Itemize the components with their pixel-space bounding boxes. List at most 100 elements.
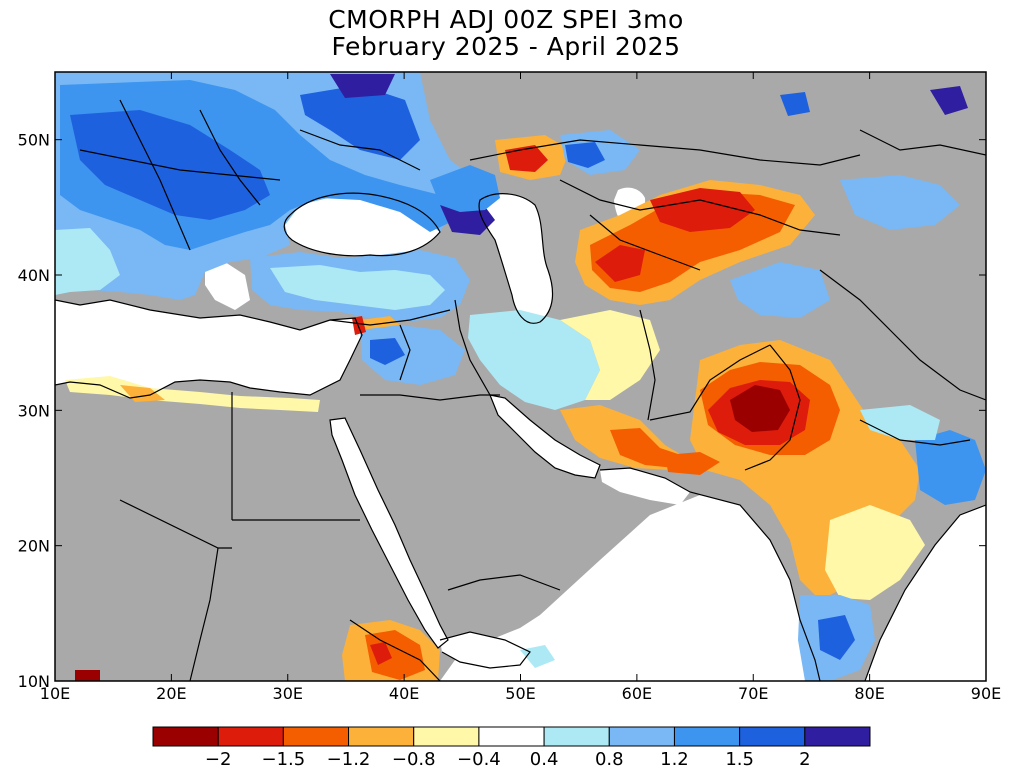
coastline-black-sea bbox=[283, 192, 441, 257]
wet-core-europe-2 bbox=[70, 110, 270, 220]
wet-light-turkey bbox=[270, 265, 445, 310]
colorbar-bin bbox=[217, 726, 284, 747]
colorbar-label: −2 bbox=[205, 749, 232, 770]
wet-light-iran bbox=[468, 310, 600, 410]
dry-extreme-pakistan bbox=[730, 385, 790, 432]
colorbar-label: −0.8 bbox=[392, 749, 436, 770]
colorbar-bin bbox=[608, 726, 675, 747]
colorbar-bin bbox=[804, 726, 871, 747]
y-tick-label: 30N bbox=[18, 401, 50, 420]
dry-extreme-chad bbox=[75, 670, 100, 681]
map-title: CMORPH ADJ 00Z SPEI 3mo bbox=[328, 5, 684, 34]
y-tick-label: 50N bbox=[18, 131, 50, 150]
coastline-persian-gulf bbox=[489, 394, 601, 479]
border-europe-2 bbox=[199, 109, 261, 206]
border-syria-iraq bbox=[399, 324, 411, 381]
y-tick-label: 40N bbox=[18, 266, 50, 285]
colorbar-label: −1.2 bbox=[327, 749, 371, 770]
map-area bbox=[55, 72, 986, 681]
dry-light-iran bbox=[560, 310, 660, 400]
wet-region-bangladesh bbox=[915, 430, 986, 505]
coastline-gulf-of-aden bbox=[439, 631, 531, 669]
y-axis: 10N 20N 30N 40N 50N bbox=[18, 131, 986, 691]
dry-moderate-ethiopia bbox=[365, 630, 425, 680]
colorbar-label: −1.5 bbox=[262, 749, 306, 770]
border-india-pakistan bbox=[744, 344, 801, 471]
x-tick-label: 10E bbox=[40, 684, 70, 703]
colorbar-bin bbox=[282, 726, 350, 747]
colorbar-bin bbox=[673, 726, 741, 747]
colorbar-bin bbox=[478, 726, 545, 747]
persian-gulf bbox=[490, 395, 600, 478]
wet-light-nepal bbox=[860, 405, 940, 440]
gulf-of-aden bbox=[440, 632, 530, 668]
colorbar-label: 0.4 bbox=[530, 749, 559, 770]
caspian-sea bbox=[479, 193, 553, 324]
border-turkmenistan-uzbek bbox=[589, 214, 701, 271]
border-saudi-yemen bbox=[447, 574, 561, 591]
wet-core-russia bbox=[300, 85, 420, 160]
dry-light-libya bbox=[65, 376, 320, 412]
border-sudan-chad bbox=[189, 547, 219, 681]
wet-core-mongolia bbox=[930, 86, 968, 115]
border-afghanistan-pakistan bbox=[649, 344, 771, 421]
wet-core-kazakh bbox=[565, 142, 605, 168]
x-tick-label: 70E bbox=[738, 684, 768, 703]
colorbar-bin bbox=[739, 726, 806, 747]
colorbar-label: 0.8 bbox=[595, 749, 624, 770]
colorbar-bin bbox=[348, 726, 415, 747]
wet-core-india-south bbox=[818, 615, 855, 660]
coastline-mediterranean bbox=[55, 299, 363, 399]
border-saudi-north bbox=[360, 394, 500, 401]
coastline-red-sea bbox=[329, 417, 449, 649]
border-turkey-syria bbox=[329, 309, 451, 326]
coastline-arabia-south bbox=[599, 467, 821, 681]
x-tick-label: 20E bbox=[156, 684, 186, 703]
x-tick-label: 90E bbox=[971, 684, 1001, 703]
dry-severe-ethiopia bbox=[370, 642, 392, 665]
wet-core-iraq bbox=[370, 338, 405, 365]
y-tick-label: 10N bbox=[18, 672, 50, 691]
bay-of-bengal bbox=[865, 505, 986, 681]
colorbar-bin bbox=[152, 726, 219, 747]
x-tick-label: 40E bbox=[389, 684, 419, 703]
colorbar-bin bbox=[543, 726, 610, 747]
wet-region-caucasus bbox=[430, 165, 500, 212]
dry-severe-central-asia-2 bbox=[595, 245, 645, 282]
border-europe-3 bbox=[79, 149, 281, 181]
y-tick-label: 20N bbox=[18, 537, 50, 556]
colorbar-label: 1.5 bbox=[725, 749, 754, 770]
border-europe-1 bbox=[119, 99, 191, 251]
map-subtitle: February 2025 - April 2025 bbox=[331, 32, 681, 61]
dry-moderate-south-iran-coast bbox=[665, 452, 720, 475]
x-tick-label: 80E bbox=[854, 684, 884, 703]
border-iran-iraq bbox=[454, 299, 491, 396]
wet-region-mongolia-west bbox=[840, 175, 960, 230]
border-ukraine-russia bbox=[299, 129, 421, 171]
colorbar-label: 1.2 bbox=[660, 749, 689, 770]
country-borders bbox=[55, 99, 986, 681]
coastline-caspian bbox=[478, 193, 554, 324]
x-tick-label: 50E bbox=[505, 684, 535, 703]
red-sea bbox=[330, 418, 448, 648]
wet-spot-north-central bbox=[780, 92, 810, 116]
border-ethiopia-sudan bbox=[349, 619, 441, 681]
border-mongolia-china bbox=[859, 129, 986, 156]
wet-light-europe-south bbox=[55, 228, 120, 295]
wet-extreme-north bbox=[330, 74, 395, 98]
border-kazakh-south bbox=[559, 179, 841, 236]
dry-core-kazakh-north bbox=[505, 145, 548, 172]
aegean-sea bbox=[205, 262, 250, 310]
spei-field bbox=[55, 72, 986, 681]
border-china-west bbox=[819, 269, 986, 401]
gulf-of-oman bbox=[600, 468, 690, 505]
wet-region-tajik bbox=[730, 262, 830, 318]
colorbar-bin bbox=[413, 726, 480, 747]
arabian-sea bbox=[440, 495, 820, 681]
dry-severe-central-asia-1 bbox=[650, 188, 755, 232]
border-russia-kazakh bbox=[469, 139, 861, 166]
seas bbox=[55, 187, 986, 681]
colorbar-label: 2 bbox=[799, 749, 810, 770]
dry-light-india-east bbox=[825, 505, 925, 600]
border-iran-afghanistan bbox=[639, 309, 656, 421]
